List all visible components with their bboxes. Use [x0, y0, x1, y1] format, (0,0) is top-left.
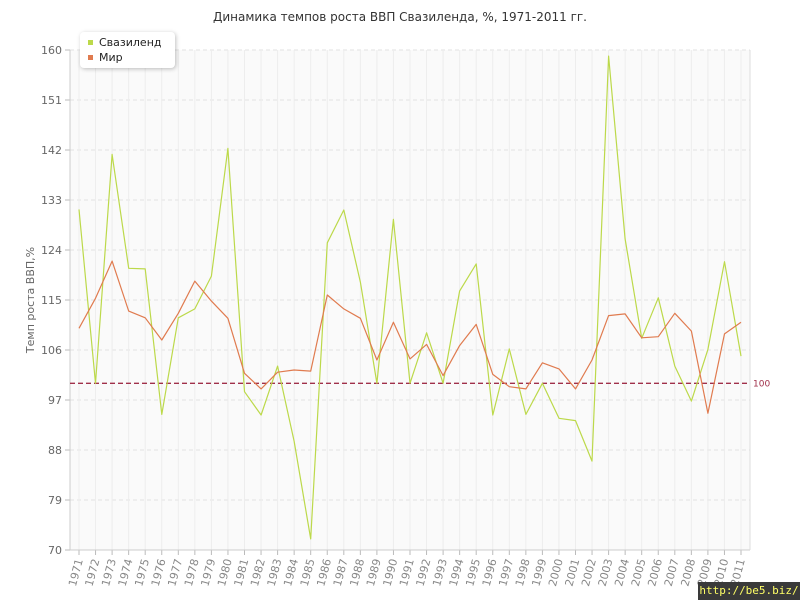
y-tick-label: 151: [41, 94, 62, 107]
y-tick-label: 106: [41, 344, 62, 357]
y-axis-label: Темп роста ВВП,%: [24, 247, 37, 354]
series-line-swaziland: [78, 55, 742, 540]
x-axis-ticks: 1971197219731974197519761977197819791980…: [66, 550, 748, 588]
reference-line-label: 100: [753, 379, 770, 389]
y-tick-label: 115: [41, 294, 62, 307]
legend-swatch-world: [88, 55, 93, 60]
chart-title: Динамика темпов роста ВВП Свазиленда, %,…: [213, 10, 587, 24]
series-lines: [78, 55, 742, 540]
legend-swatch-swaziland: [88, 40, 93, 45]
series-line-world: [78, 260, 742, 414]
y-tick-label: 70: [48, 544, 62, 557]
y-tick-label: 97: [48, 394, 62, 407]
watermark-link[interactable]: http://be5.biz/: [698, 582, 800, 600]
y-tick-label: 88: [48, 444, 62, 457]
y-tick-label: 133: [41, 194, 62, 207]
y-tick-label: 160: [41, 44, 62, 57]
legend-label-world: Мир: [99, 51, 123, 64]
legend-item-world[interactable]: Мир: [88, 51, 123, 65]
legend-item-swaziland[interactable]: Свазиленд: [88, 36, 162, 50]
y-tick-label: 142: [41, 144, 62, 157]
y-tick-label: 124: [41, 244, 62, 257]
legend-label-swaziland: Свазиленд: [99, 36, 162, 49]
y-tick-label: 79: [48, 494, 62, 507]
y-axis-ticks: 70 79 88 97 106 115 124 133 142 151 160: [41, 44, 70, 557]
legend: Свазиленд Мир: [80, 32, 175, 68]
